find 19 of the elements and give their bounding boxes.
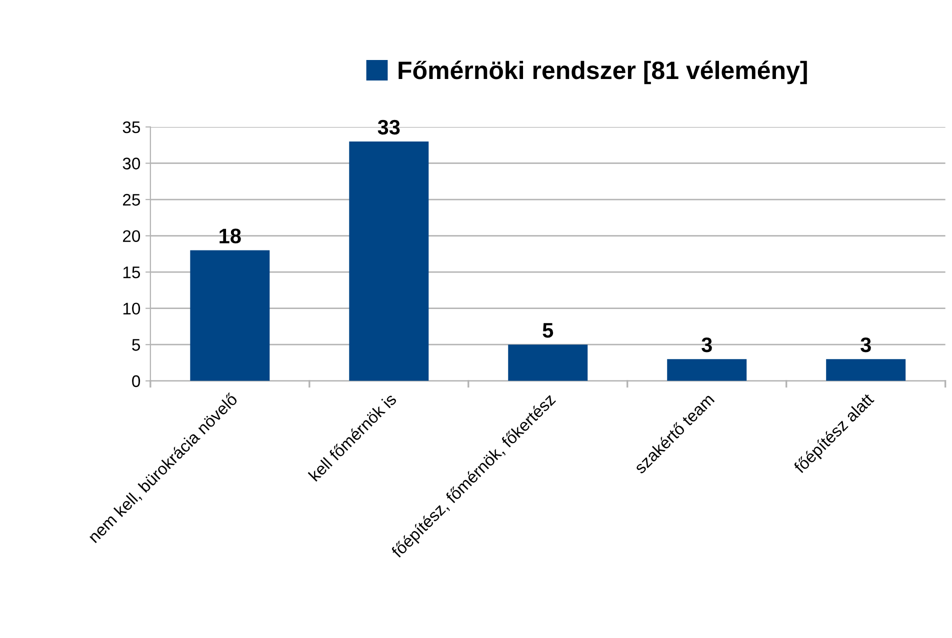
y-tick-label: 0 <box>132 375 140 388</box>
data-label: 3 <box>702 337 712 352</box>
bar <box>349 141 429 381</box>
y-tick-label: 20 <box>122 230 140 242</box>
y-tick-label: 5 <box>132 339 140 351</box>
bar <box>826 359 906 381</box>
bar <box>190 250 270 381</box>
legend-label: Főmérnöki rendszer [81 vélemény] <box>398 60 807 84</box>
data-label: 18 <box>220 228 241 244</box>
bar <box>667 359 747 381</box>
y-tick-label: 10 <box>123 302 140 315</box>
y-tick-label: 15 <box>123 266 140 278</box>
y-tick-label: 30 <box>122 158 140 170</box>
bar <box>508 344 588 381</box>
data-label: 33 <box>378 120 400 135</box>
y-tick-label: 35 <box>122 121 140 134</box>
data-label: 5 <box>542 323 554 338</box>
y-tick-label: 25 <box>122 194 140 206</box>
data-label: 3 <box>860 337 871 352</box>
